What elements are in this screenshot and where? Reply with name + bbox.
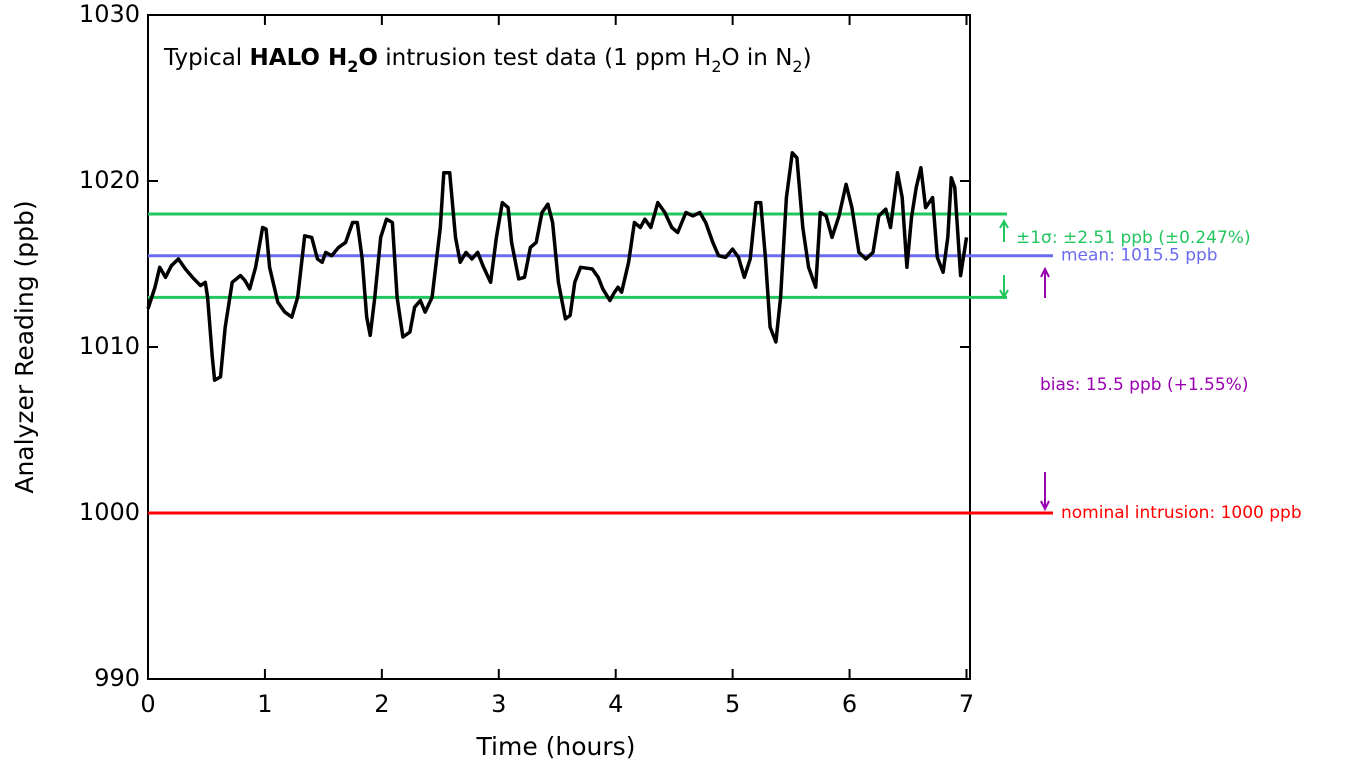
arrow [999, 218, 1009, 242]
x-tick-label: 2 [374, 690, 389, 718]
x-tick-label: 3 [491, 690, 506, 718]
arrow [999, 275, 1009, 300]
title-run: O in N [722, 45, 793, 71]
x-tick-label: 5 [725, 690, 740, 718]
arrows [999, 218, 1050, 512]
x-tick-label: 6 [842, 690, 857, 718]
title-run: HALO H [250, 45, 348, 71]
x-tick-label: 4 [608, 690, 623, 718]
x-tick-label: 0 [140, 690, 155, 718]
y-tick-label: 1020 [79, 166, 140, 194]
x-axis-label: Time (hours) [476, 732, 636, 761]
chart-title: Typical HALO H2O intrusion test data (1 … [163, 45, 812, 77]
y-tick-label: 1030 [79, 0, 140, 28]
annotation: ±1σ: ±2.51 ppb (±0.247%) [1016, 228, 1251, 248]
y-axis-label: Analyzer Reading (ppb) [10, 200, 39, 493]
plot-frame [147, 14, 971, 680]
arrow [1040, 266, 1050, 298]
title-run: ) [803, 45, 812, 71]
title-run: 2 [347, 57, 358, 76]
title-run: intrusion test data (1 ppm H [378, 45, 711, 71]
data-line [146, 151, 969, 382]
arrow [1040, 472, 1050, 512]
title-run: 2 [711, 57, 721, 76]
y-tick-label: 1000 [79, 498, 140, 526]
title-run: 2 [792, 57, 802, 76]
y-tick-label: 1010 [79, 332, 140, 360]
title-run: Typical [163, 45, 250, 71]
reference-label: nominal intrusion: 1000 ppb [1061, 503, 1302, 523]
reference-label: mean: 1015.5 ppb [1061, 246, 1218, 266]
y-tick-label: 990 [94, 664, 140, 692]
x-tick-label: 1 [257, 690, 272, 718]
x-tick-label: 7 [959, 690, 974, 718]
title-run: O [358, 45, 378, 71]
annotation: bias: 15.5 ppb (+1.55%) [1040, 375, 1248, 395]
